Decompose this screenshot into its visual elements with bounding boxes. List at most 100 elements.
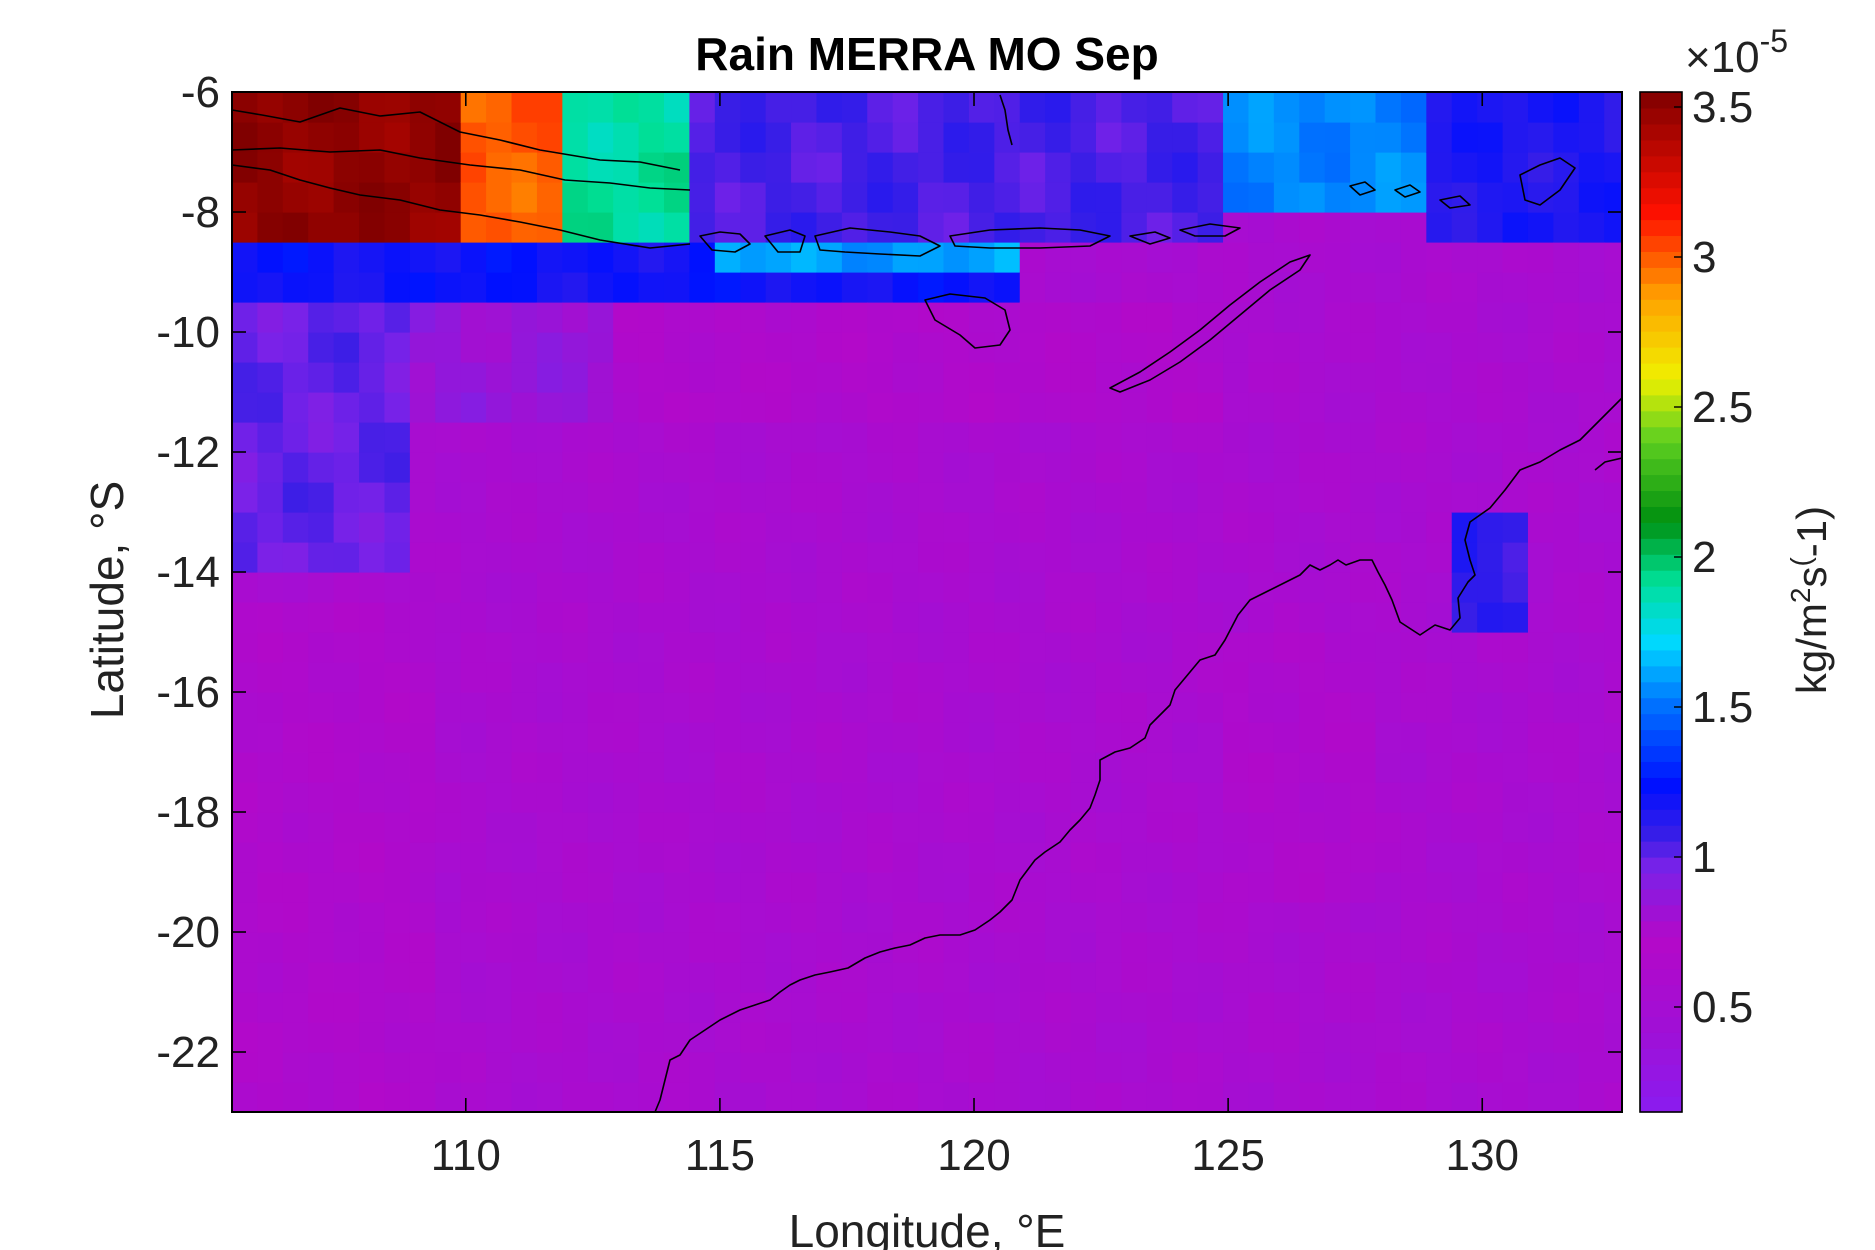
heatmap-cell (1553, 1052, 1580, 1083)
heatmap-cell (1146, 392, 1173, 423)
heatmap-cell (308, 272, 335, 303)
heatmap-cell (1553, 362, 1580, 393)
heatmap-cell (435, 122, 462, 153)
heatmap-cell (435, 752, 462, 783)
heatmap-cell (1527, 992, 1554, 1023)
heatmap-cell (791, 1052, 818, 1083)
heatmap-cell (994, 1082, 1021, 1112)
heatmap-cell (867, 422, 894, 453)
heatmap-cell (613, 872, 640, 903)
heatmap-cell (1426, 362, 1453, 393)
heatmap-cell (587, 272, 614, 303)
heatmap-cell (1350, 842, 1377, 873)
colorbar-segment (1640, 283, 1682, 300)
heatmap-cell (740, 512, 767, 543)
heatmap-cell (587, 92, 614, 123)
heatmap-cell (1553, 272, 1580, 303)
heatmap-cell (663, 812, 690, 843)
heatmap-cell (1578, 1082, 1605, 1112)
heatmap-cell (1604, 812, 1622, 843)
heatmap-cell (1146, 1082, 1173, 1112)
heatmap-cell (409, 1022, 436, 1053)
heatmap-cell (1527, 782, 1554, 813)
heatmap-cell (435, 1052, 462, 1083)
heatmap-cell (1248, 422, 1275, 453)
heatmap-cell (1045, 392, 1072, 423)
heatmap-cell (943, 92, 970, 123)
heatmap-cell (1477, 542, 1504, 573)
heatmap-cell (943, 1052, 970, 1083)
heatmap-cell (943, 542, 970, 573)
heatmap-cell (1299, 752, 1326, 783)
heatmap-cell (1146, 662, 1173, 693)
heatmap-cell (1578, 662, 1605, 693)
heatmap-cell (1400, 932, 1427, 963)
heatmap-cell (1070, 572, 1097, 603)
heatmap-cell (1197, 362, 1224, 393)
heatmap-cell (867, 662, 894, 693)
heatmap-cell (638, 782, 665, 813)
colorbar-segment (1640, 1000, 1682, 1017)
x-tick-label: 130 (1446, 1131, 1519, 1180)
heatmap-cell (486, 512, 513, 543)
heatmap-cell (536, 1052, 563, 1083)
heatmap-cell (816, 662, 843, 693)
heatmap-cell (1578, 122, 1605, 153)
heatmap-cell (1019, 932, 1046, 963)
heatmap-cell (1121, 902, 1148, 933)
heatmap-cell (1172, 752, 1199, 783)
heatmap-cell (536, 362, 563, 393)
heatmap-cell (1273, 692, 1300, 723)
heatmap-cell (994, 632, 1021, 663)
heatmap-cell (740, 92, 767, 123)
heatmap-cell (1273, 782, 1300, 813)
heatmap-cell (1578, 482, 1605, 513)
heatmap-cell (1299, 92, 1326, 123)
heatmap-cell (460, 122, 487, 153)
heatmap-cell (1172, 542, 1199, 573)
heatmap-cell (1477, 962, 1504, 993)
heatmap-cell (409, 602, 436, 633)
heatmap-cell (1045, 962, 1072, 993)
heatmap-cell (1451, 632, 1478, 663)
heatmap-cell (1248, 1022, 1275, 1053)
heatmap-cell (1223, 422, 1250, 453)
heatmap-cell (1223, 182, 1250, 213)
heatmap-cell (1527, 392, 1554, 423)
heatmap-cell (1197, 242, 1224, 273)
heatmap-cell (486, 572, 513, 603)
heatmap-cell (765, 692, 792, 723)
heatmap-cell (765, 812, 792, 843)
heatmap-cell (1223, 842, 1250, 873)
heatmap-cell (638, 872, 665, 903)
heatmap-cell (1248, 842, 1275, 873)
colorbar-segment (1640, 458, 1682, 476)
heatmap-cell (791, 392, 818, 423)
heatmap-cell (1426, 122, 1453, 153)
heatmap-cell (359, 782, 386, 813)
heatmap-cell (1197, 692, 1224, 723)
heatmap-cell (867, 452, 894, 483)
heatmap-cell (968, 302, 995, 333)
colorbar-segment (1640, 474, 1682, 492)
heatmap-cell (511, 662, 538, 693)
heatmap-cell (409, 722, 436, 753)
heatmap-cell (1324, 632, 1351, 663)
heatmap-cell (1400, 812, 1427, 843)
heatmap-cell (918, 842, 945, 873)
heatmap-cell (232, 452, 259, 483)
heatmap-cell (1095, 872, 1122, 903)
heatmap-cell (892, 962, 919, 993)
heatmap-cell (765, 782, 792, 813)
heatmap-cell (1223, 872, 1250, 903)
heatmap-cell (1451, 362, 1478, 393)
heatmap-cell (1273, 152, 1300, 183)
heatmap-cell (333, 362, 360, 393)
heatmap-cell (333, 392, 360, 423)
heatmap-cell (791, 812, 818, 843)
heatmap-cell (1426, 182, 1453, 213)
heatmap-cell (1451, 92, 1478, 123)
heatmap-cell (1451, 782, 1478, 813)
heatmap-cell (1095, 272, 1122, 303)
heatmap-cell (1273, 392, 1300, 423)
